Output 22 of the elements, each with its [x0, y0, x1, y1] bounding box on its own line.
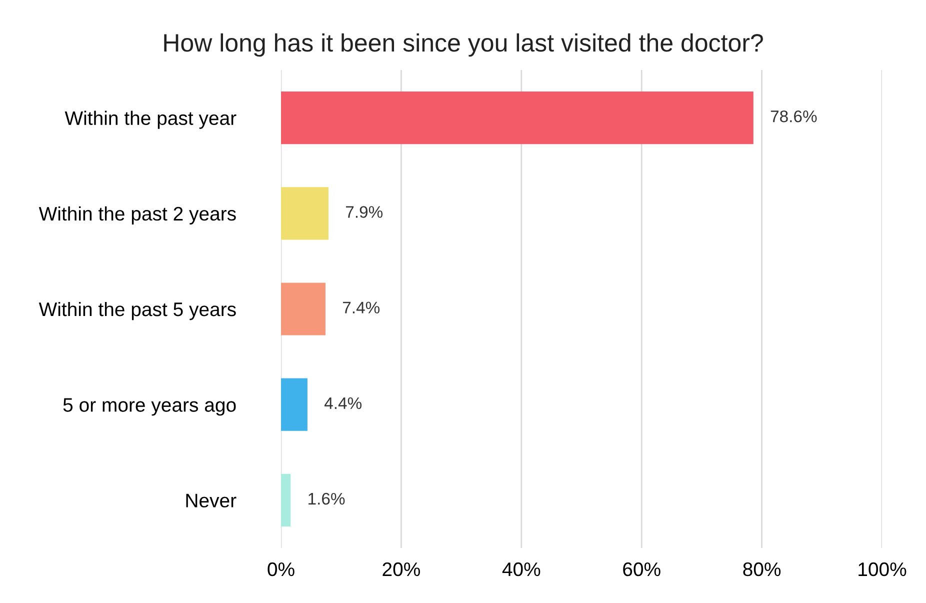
- y-tick-label: Within the past 5 years: [38, 302, 236, 320]
- x-tick-label: 100%: [858, 562, 906, 576]
- bar: [281, 187, 328, 240]
- data-label: 7.9%: [346, 206, 383, 218]
- data-label: 4.4%: [324, 397, 362, 410]
- data-label: 7.4%: [342, 302, 380, 314]
- x-tick-label: 20%: [382, 562, 420, 576]
- bar: [281, 92, 754, 144]
- y-tick-label: Within the past 2 years: [38, 206, 236, 224]
- bar: [281, 474, 291, 526]
- data-label: 1.6%: [308, 492, 345, 505]
- x-tick-label: 60%: [623, 562, 660, 576]
- y-tick-label: 5 or more years ago: [63, 398, 236, 416]
- x-tick-label: 0%: [268, 562, 294, 576]
- data-label: 78.6%: [770, 110, 817, 122]
- y-tick-label: Within the past year: [64, 110, 236, 129]
- bar: [281, 378, 308, 431]
- bar: [281, 282, 326, 336]
- x-tick-label: 40%: [502, 562, 540, 576]
- x-tick-label: 80%: [743, 562, 781, 576]
- chart-title: How long has it been since you last visited the doctor?: [164, 33, 763, 57]
- y-tick-label: Never: [186, 494, 236, 508]
